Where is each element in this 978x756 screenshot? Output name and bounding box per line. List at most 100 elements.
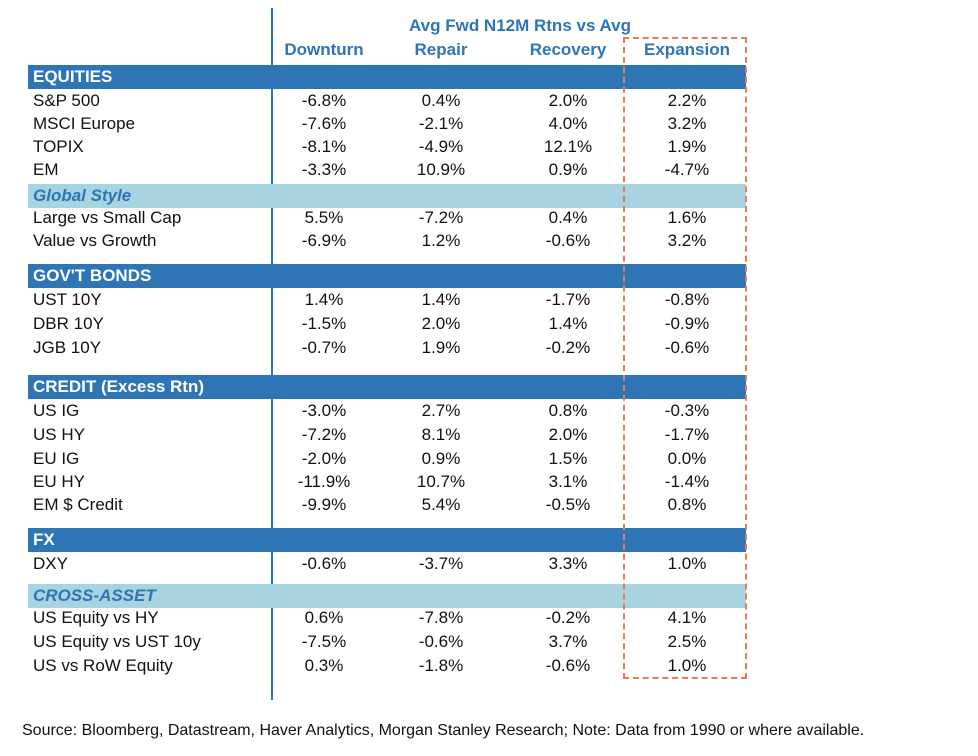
cell-repair: 1.4%	[421, 290, 461, 309]
row-label: US vs RoW Equity	[33, 656, 173, 675]
table-row: EU HY -11.9% 10.7% 3.1% -1.4%	[28, 472, 746, 495]
column-divider	[271, 8, 273, 700]
row-label: US Equity vs HY	[33, 608, 159, 627]
cell-recovery: -0.2%	[545, 338, 591, 357]
cell-repair: -1.8%	[418, 656, 464, 675]
cell-recovery: 2.0%	[548, 91, 588, 110]
table-row: US Equity vs HY 0.6% -7.8% -0.2% 4.1%	[28, 608, 746, 631]
cell-expansion: 1.9%	[667, 137, 707, 156]
cell-repair: 2.7%	[421, 401, 461, 420]
cell-repair: 1.2%	[421, 231, 461, 250]
cell-recovery: -0.2%	[545, 608, 591, 627]
table-row: UST 10Y 1.4% 1.4% -1.7% -0.8%	[28, 290, 746, 313]
cell-expansion: 4.1%	[667, 608, 707, 627]
table-row: Large vs Small Cap 5.5% -7.2% 0.4% 1.6%	[28, 208, 746, 231]
table-row: US vs RoW Equity 0.3% -1.8% -0.6% 1.0%	[28, 656, 746, 679]
section-header-fx: FX	[28, 528, 746, 552]
row-label: EU HY	[33, 472, 85, 491]
cell-downturn: -6.8%	[301, 91, 347, 110]
cell-recovery: -0.6%	[545, 656, 591, 675]
cell-repair: -2.1%	[418, 114, 464, 133]
cell-downturn: 0.3%	[304, 656, 344, 675]
cell-repair: -0.6%	[418, 632, 464, 651]
column-header-repair: Repair	[414, 40, 468, 59]
column-header-recovery: Recovery	[529, 40, 607, 59]
cell-recovery: 4.0%	[548, 114, 588, 133]
cell-repair: -4.9%	[418, 137, 464, 156]
cell-recovery: 2.0%	[548, 425, 588, 444]
cell-repair: -7.8%	[418, 608, 464, 627]
cell-downturn: 0.6%	[304, 608, 344, 627]
table-row: EU IG -2.0% 0.9% 1.5% 0.0%	[28, 449, 746, 472]
row-label: DBR 10Y	[33, 314, 104, 333]
cell-expansion: 2.5%	[667, 632, 707, 651]
cell-downturn: -7.5%	[301, 632, 347, 651]
cell-repair: 0.9%	[421, 449, 461, 468]
cell-recovery: 12.1%	[543, 137, 593, 156]
section-header-cross-asset: CROSS-ASSET	[28, 584, 746, 608]
row-label: JGB 10Y	[33, 338, 102, 357]
cell-downturn: 5.5%	[304, 208, 344, 227]
cell-expansion: 3.2%	[667, 231, 707, 250]
cell-expansion: 1.6%	[667, 208, 707, 227]
row-label: UST 10Y	[33, 290, 102, 309]
cell-expansion: 1.0%	[667, 656, 707, 675]
cell-recovery: 1.4%	[548, 314, 588, 333]
cell-repair: 1.9%	[421, 338, 461, 357]
cell-downturn: -7.6%	[301, 114, 347, 133]
table-row: US HY -7.2% 8.1% 2.0% -1.7%	[28, 425, 746, 448]
row-label: EM $ Credit	[33, 495, 123, 514]
row-label: Large vs Small Cap	[33, 208, 182, 227]
cell-repair: 5.4%	[421, 495, 461, 514]
cell-downturn: -3.3%	[301, 160, 347, 179]
column-header-expansion: Expansion	[644, 40, 730, 59]
cell-expansion: -0.3%	[664, 401, 710, 420]
cell-repair: 10.9%	[416, 160, 466, 179]
row-label: EU IG	[33, 449, 80, 468]
row-label: Value vs Growth	[33, 231, 157, 250]
table-row: JGB 10Y -0.7% 1.9% -0.2% -0.6%	[28, 338, 746, 361]
cell-recovery: 0.8%	[548, 401, 588, 420]
cell-repair: 0.4%	[421, 91, 461, 110]
cell-recovery: -1.7%	[545, 290, 591, 309]
row-label: TOPIX	[33, 137, 84, 156]
cell-downturn: 1.4%	[304, 290, 344, 309]
cell-expansion: 0.0%	[667, 449, 707, 468]
cell-expansion: 3.2%	[667, 114, 707, 133]
row-label: MSCI Europe	[33, 114, 136, 133]
cell-expansion: -0.9%	[664, 314, 710, 333]
cell-downturn: -3.0%	[301, 401, 347, 420]
table-row: EM $ Credit -9.9% 5.4% -0.5% 0.8%	[28, 495, 746, 518]
cell-recovery: 3.7%	[548, 632, 588, 651]
cell-expansion: -1.4%	[664, 472, 710, 491]
cell-repair: -3.7%	[418, 554, 464, 573]
section-header-global-style: Global Style	[28, 184, 746, 208]
cell-recovery: 3.3%	[548, 554, 588, 573]
cell-recovery: -0.5%	[545, 495, 591, 514]
table-row: Value vs Growth -6.9% 1.2% -0.6% 3.2%	[28, 231, 746, 254]
table-row: TOPIX -8.1% -4.9% 12.1% 1.9%	[28, 137, 746, 160]
cell-recovery: 3.1%	[548, 472, 588, 491]
cell-downturn: -6.9%	[301, 231, 347, 250]
cell-expansion: -0.6%	[664, 338, 710, 357]
cell-downturn: -0.6%	[301, 554, 347, 573]
row-label: EM	[33, 160, 59, 179]
cell-downturn: -2.0%	[301, 449, 347, 468]
row-label: US Equity vs UST 10y	[33, 632, 201, 651]
cell-expansion: -4.7%	[664, 160, 710, 179]
cell-repair: -7.2%	[418, 208, 464, 227]
table-row: DBR 10Y -1.5% 2.0% 1.4% -0.9%	[28, 314, 746, 337]
cell-downturn: -0.7%	[301, 338, 347, 357]
cell-recovery: 0.4%	[548, 208, 588, 227]
cell-expansion: 2.2%	[667, 91, 707, 110]
cell-expansion: -1.7%	[664, 425, 710, 444]
table-row: S&P 500 -6.8% 0.4% 2.0% 2.2%	[28, 91, 746, 114]
cell-repair: 10.7%	[416, 472, 466, 491]
row-label: DXY	[33, 554, 68, 573]
row-label: US IG	[33, 401, 80, 420]
section-header-govt-bonds: GOV'T BONDS	[28, 264, 746, 288]
cell-expansion: -0.8%	[664, 290, 710, 309]
cell-expansion: 0.8%	[667, 495, 707, 514]
column-header-downturn: Downturn	[284, 40, 364, 59]
cell-recovery: -0.6%	[545, 231, 591, 250]
